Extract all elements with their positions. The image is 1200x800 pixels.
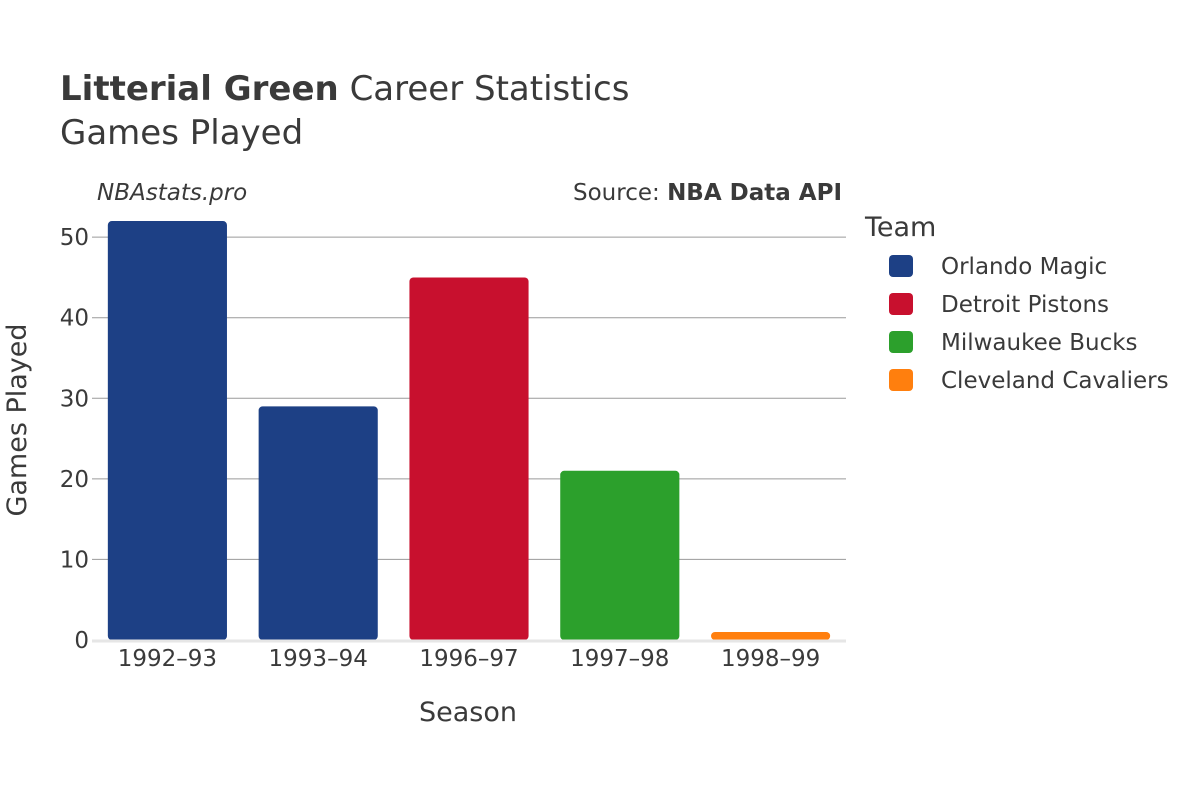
x-axis-label: Season — [419, 697, 517, 728]
legend-label: Detroit Pistons — [941, 292, 1109, 318]
legend-item[interactable]: Milwaukee Bucks — [889, 330, 1138, 356]
legend-label: Milwaukee Bucks — [941, 330, 1138, 356]
legend-label: Orlando Magic — [941, 254, 1107, 280]
title-rest: Career Statistics — [350, 69, 630, 109]
chart-title: Litterial Green Career Statistics — [60, 69, 629, 109]
x-tick-label: 1993–94 — [269, 646, 368, 672]
bars — [107, 221, 831, 640]
bar-1992–93[interactable] — [107, 221, 227, 640]
legend: Orlando Magic Detroit Pistons Milwaukee Bu… — [889, 254, 1169, 394]
player-name: Litterial Green — [60, 69, 339, 109]
legend-swatch — [889, 293, 913, 315]
x-axis-ticks: 1992–93 1993–94 1996–97 1997–98 1998–99 — [118, 646, 821, 672]
bar-1993–94[interactable] — [258, 406, 378, 640]
y-axis-label: Games Played — [2, 323, 33, 516]
y-tick-label: 30 — [60, 386, 89, 412]
y-tick-label: 50 — [60, 225, 89, 251]
legend-title: Team — [864, 212, 936, 243]
bar-1996–97[interactable] — [409, 277, 529, 640]
y-tick-label: 10 — [60, 547, 89, 573]
source-prefix: Source: — [573, 180, 667, 206]
y-tick-label: 40 — [60, 306, 89, 332]
y-tick-label: 20 — [60, 467, 89, 493]
legend-label: Cleveland Cavaliers — [941, 368, 1169, 394]
legend-item[interactable]: Cleveland Cavaliers — [889, 368, 1169, 394]
legend-item[interactable]: Orlando Magic — [889, 254, 1107, 280]
source-name: NBA Data API — [667, 180, 842, 206]
y-tick-label: 0 — [74, 628, 89, 654]
source-text: Source: NBA Data API — [573, 180, 842, 206]
x-tick-label: 1997–98 — [570, 646, 669, 672]
legend-swatch — [889, 369, 913, 391]
x-tick-label: 1998–99 — [721, 646, 820, 672]
legend-item[interactable]: Detroit Pistons — [889, 292, 1109, 318]
legend-swatch — [889, 331, 913, 353]
x-tick-label: 1996–97 — [419, 646, 518, 672]
watermark: NBAstats.pro — [97, 180, 247, 206]
bar-1998–99[interactable] — [711, 631, 831, 640]
legend-swatch — [889, 255, 913, 277]
bar-1997–98[interactable] — [560, 470, 680, 640]
x-tick-label: 1992–93 — [118, 646, 217, 672]
chart-subtitle: Games Played — [60, 113, 303, 153]
y-axis-ticks: 0 10 20 30 40 50 — [60, 225, 89, 654]
